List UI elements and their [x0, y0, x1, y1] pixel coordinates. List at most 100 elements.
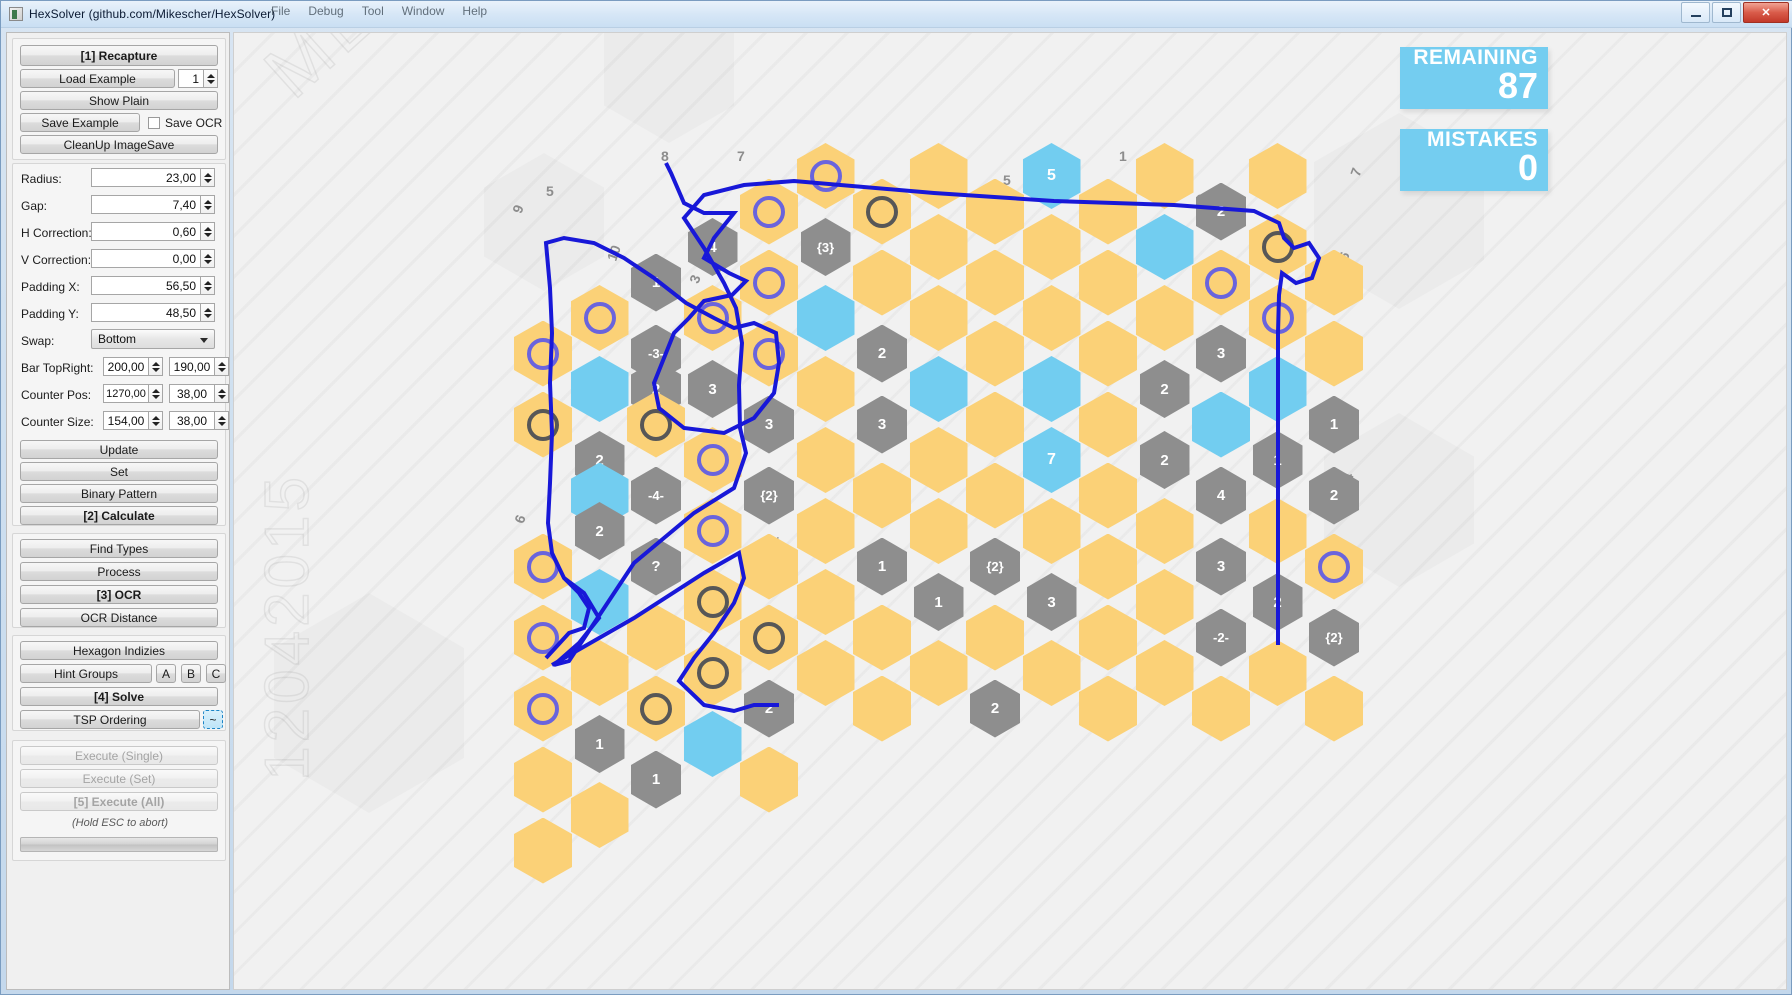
hex-cell[interactable] — [853, 249, 911, 316]
hex-cell[interactable]: -2- — [1196, 608, 1246, 667]
gap-input[interactable]: 7,40 — [91, 195, 201, 214]
hex-cell[interactable] — [1135, 143, 1194, 209]
hex-cell[interactable] — [909, 427, 968, 493]
menu-item-window[interactable]: Window — [401, 4, 445, 18]
hex-cell[interactable] — [966, 320, 1024, 387]
tsp-toggle-button[interactable]: ~ — [203, 710, 223, 729]
bar-topright-y-input[interactable]: 190,00 — [169, 357, 215, 376]
hex-cell[interactable] — [909, 214, 968, 280]
hex-cell[interactable] — [966, 249, 1024, 316]
radius-input[interactable]: 23,00 — [91, 168, 201, 187]
hex-cell[interactable] — [1248, 356, 1307, 422]
hex-cell[interactable] — [570, 356, 629, 422]
menu-bar[interactable]: File Debug Tool Window Help — [271, 4, 487, 24]
hex-cell[interactable] — [1248, 143, 1307, 209]
gap-stepper[interactable] — [201, 195, 215, 214]
hex-cell[interactable] — [1079, 249, 1137, 316]
padding-x-input[interactable]: 56,50 — [91, 276, 201, 295]
execute-single-button[interactable]: Execute (Single) — [20, 746, 218, 765]
hex-cell[interactable] — [627, 604, 685, 671]
hex-cell[interactable] — [796, 285, 855, 351]
hex-cell[interactable]: {2} — [744, 466, 794, 525]
hex-cell[interactable] — [1079, 462, 1137, 529]
hex-cell[interactable]: 1 — [631, 750, 681, 809]
hex-cell[interactable] — [1192, 391, 1250, 458]
hex-cell[interactable] — [570, 569, 629, 635]
counter-pos-y-input[interactable]: 38,00 — [169, 384, 215, 403]
hex-cell[interactable] — [1022, 356, 1081, 422]
hex-cell[interactable] — [796, 498, 855, 564]
save-example-button[interactable]: Save Example — [20, 113, 140, 132]
board-canvas[interactable]: MENU 12042015 REMAINING 87 MISTAKES 0 8 … — [233, 32, 1787, 990]
counter-pos-y-stepper[interactable] — [215, 384, 229, 403]
hex-cell[interactable]: 2 — [1139, 360, 1190, 418]
tsp-ordering-button[interactable]: TSP Ordering — [20, 710, 200, 729]
hint-groups-button[interactable]: Hint Groups — [20, 664, 152, 683]
hex-cell[interactable] — [1022, 640, 1081, 706]
hex-cell[interactable] — [1079, 178, 1137, 245]
hex-cell[interactable] — [909, 285, 968, 351]
hex-cell[interactable] — [1135, 569, 1194, 635]
hex-cell[interactable] — [1135, 640, 1194, 706]
hex-cell[interactable] — [1135, 214, 1194, 280]
hexagon-indizies-button[interactable]: Hexagon Indizies — [20, 641, 218, 660]
hex-cell[interactable]: 3 — [1196, 537, 1246, 596]
hex-cell[interactable]: 1 — [574, 715, 625, 773]
counter-pos-x-stepper[interactable] — [149, 384, 163, 403]
padding-x-stepper[interactable] — [201, 276, 215, 295]
hex-cell[interactable]: 1 — [857, 537, 907, 596]
hex-cell[interactable] — [1135, 498, 1194, 564]
close-button[interactable]: ✕ — [1743, 2, 1789, 23]
hex-cell[interactable]: {2} — [1309, 608, 1359, 667]
hex-cell[interactable] — [1079, 391, 1137, 458]
hex-cell[interactable] — [1079, 604, 1137, 671]
hex-cell[interactable]: 5 — [1022, 143, 1081, 209]
hex-cell[interactable] — [909, 498, 968, 564]
maximize-button[interactable] — [1712, 2, 1741, 23]
hex-cell[interactable]: 2 — [1252, 573, 1303, 631]
hex-cell[interactable] — [740, 533, 798, 600]
hex-cell[interactable] — [1022, 214, 1081, 280]
hex-cell[interactable]: -4- — [631, 466, 681, 525]
set-button[interactable]: Set — [20, 462, 218, 481]
hex-cell[interactable] — [1305, 675, 1363, 742]
menu-item-debug[interactable]: Debug — [308, 4, 344, 18]
hex-cell[interactable] — [1135, 285, 1194, 351]
hex-cell[interactable] — [909, 356, 968, 422]
hex-cell[interactable] — [853, 675, 911, 742]
counter-size-w-input[interactable]: 154,00 — [103, 411, 149, 430]
v-correction-input[interactable]: 0,00 — [91, 249, 201, 268]
hex-cell[interactable] — [796, 569, 855, 635]
hex-cell[interactable] — [1022, 285, 1081, 351]
hex-cell[interactable]: 2 — [970, 679, 1020, 738]
hex-cell[interactable] — [683, 711, 742, 777]
hex-cell[interactable] — [1022, 498, 1081, 564]
hex-cell[interactable]: 3 — [1196, 324, 1246, 383]
hex-cell[interactable]: 1 — [1252, 431, 1303, 489]
hex-cell[interactable] — [1248, 498, 1307, 564]
hex-cell[interactable] — [740, 746, 798, 813]
radius-stepper[interactable] — [201, 168, 215, 187]
bar-topright-y-stepper[interactable] — [215, 357, 229, 376]
hex-cell[interactable] — [796, 640, 855, 706]
hex-cell[interactable] — [1305, 320, 1363, 387]
hex-cell[interactable]: 7 — [1022, 427, 1081, 493]
menu-item-help[interactable]: Help — [462, 4, 488, 18]
recapture-button[interactable]: [1] Recapture — [20, 45, 218, 66]
counter-size-w-stepper[interactable] — [149, 411, 163, 430]
hex-cell[interactable]: 3 — [687, 360, 738, 418]
calculate-button[interactable]: [2] Calculate — [20, 506, 218, 525]
hex-cell[interactable]: 3 — [857, 395, 907, 454]
cleanup-imagesave-button[interactable]: CleanUp ImageSave — [20, 135, 218, 154]
h-correction-stepper[interactable] — [201, 222, 215, 241]
hex-cell[interactable] — [1248, 640, 1307, 706]
ocr-button[interactable]: [3] OCR — [20, 585, 218, 604]
hex-cell[interactable]: 2 — [744, 679, 794, 738]
hex-cell[interactable] — [514, 817, 572, 884]
hex-cell[interactable]: 2 — [1139, 431, 1190, 489]
hex-cell[interactable]: ? — [631, 537, 681, 596]
hex-cell[interactable] — [570, 782, 629, 848]
hint-group-c-button[interactable]: C — [206, 664, 226, 683]
example-index-input[interactable]: 1 — [178, 69, 204, 88]
counter-size-h-stepper[interactable] — [215, 411, 229, 430]
